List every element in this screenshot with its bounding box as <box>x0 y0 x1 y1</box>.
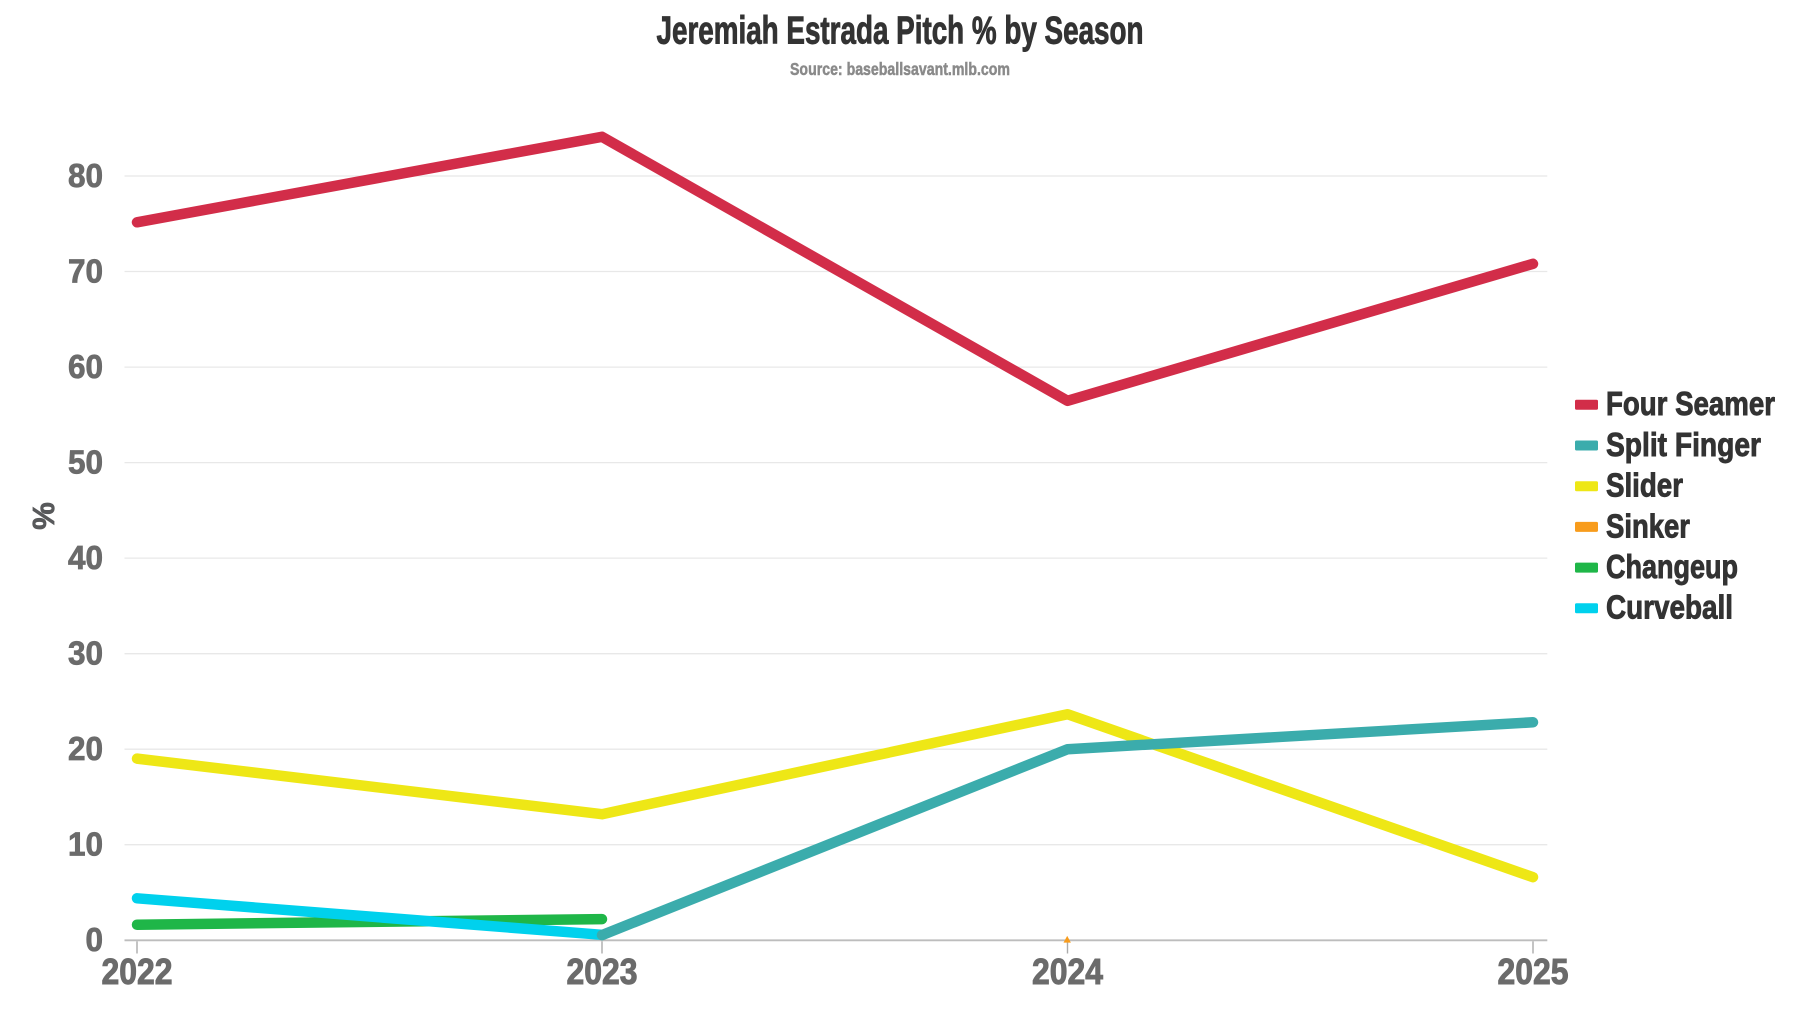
svg-text:Jeremiah Estrada Pitch % by Se: Jeremiah Estrada Pitch % by Season <box>657 9 1144 52</box>
svg-text:Changeup: Changeup <box>1606 548 1738 585</box>
svg-text:80: 80 <box>68 157 103 194</box>
svg-text:60: 60 <box>68 348 103 385</box>
svg-text:Split Finger: Split Finger <box>1606 426 1761 463</box>
svg-text:Four Seamer: Four Seamer <box>1606 385 1775 422</box>
svg-text:20: 20 <box>68 730 103 767</box>
svg-text:40: 40 <box>68 539 103 576</box>
svg-text:Slider: Slider <box>1606 467 1683 504</box>
svg-text:%: % <box>26 502 61 530</box>
svg-text:2023: 2023 <box>567 951 638 992</box>
svg-text:Curveball: Curveball <box>1606 589 1733 626</box>
svg-text:2024: 2024 <box>1032 951 1103 992</box>
svg-text:10: 10 <box>68 826 103 863</box>
svg-text:2022: 2022 <box>102 951 173 992</box>
svg-text:70: 70 <box>68 252 103 289</box>
svg-text:50: 50 <box>68 443 103 480</box>
svg-text:30: 30 <box>68 635 103 672</box>
svg-text:0: 0 <box>86 921 104 958</box>
svg-text:Source: baseballsavant.mlb.com: Source: baseballsavant.mlb.com <box>790 59 1010 79</box>
svg-text:Sinker: Sinker <box>1606 507 1690 544</box>
svg-text:2025: 2025 <box>1498 951 1569 992</box>
